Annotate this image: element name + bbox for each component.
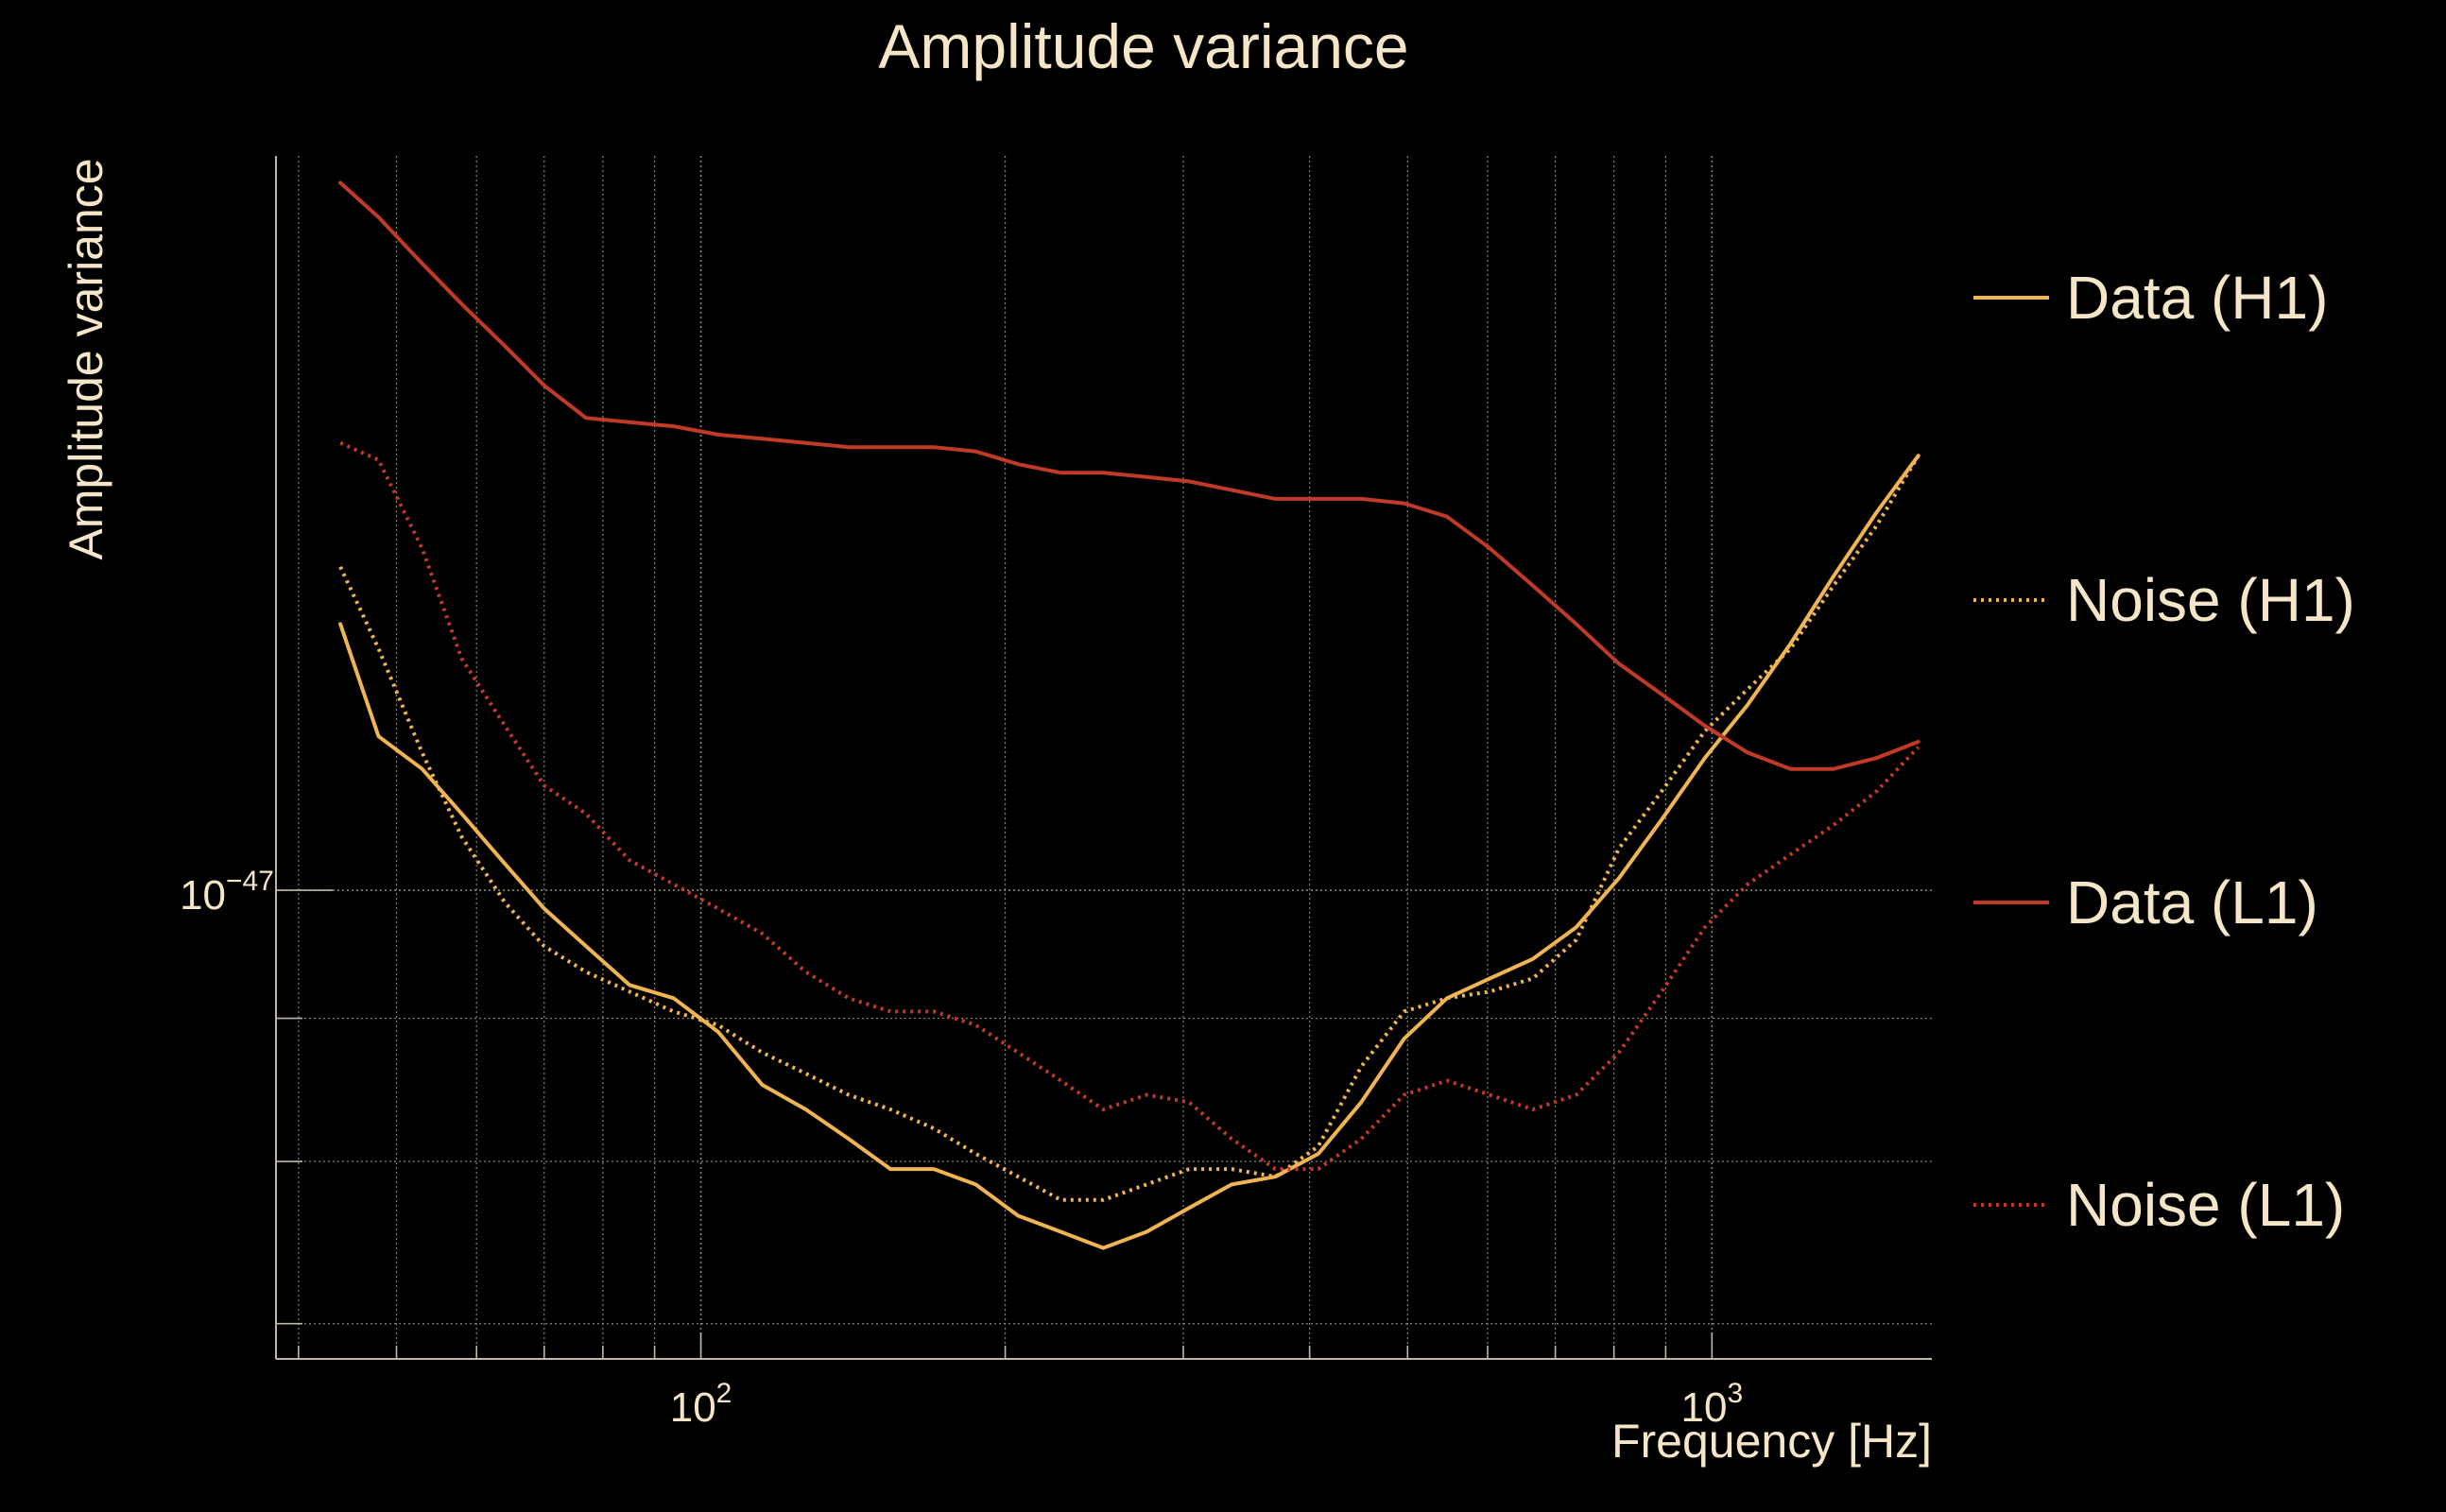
tick-labels: 102 103 10−47: [180, 866, 1743, 1431]
legend-label: Noise (L1): [2066, 1171, 2345, 1239]
x-axis-label: Frequency [Hz]: [1611, 1415, 1932, 1468]
series-line-noise-h1: [338, 455, 1921, 1202]
y-tick-label: 10−47: [180, 866, 274, 919]
series-line-data-l1: [338, 180, 1921, 771]
chart-title: Amplitude variance: [878, 11, 1408, 81]
axes: [275, 156, 1932, 1360]
legend-label: Data (L1): [2066, 868, 2318, 936]
legend-label: Noise (H1): [2066, 566, 2355, 634]
grid: [276, 156, 1932, 1359]
series-line-data-h1: [338, 454, 1921, 1250]
y-axis-label: Amplitude variance: [60, 158, 112, 559]
x-tick-label: 102: [670, 1378, 732, 1431]
x-tick-label: 103: [1681, 1378, 1744, 1431]
series-line-noise-l1: [339, 440, 1921, 1172]
series-lines: [338, 180, 1921, 1250]
legend: Data (H1) Noise (H1) Data (L1) Noise (L1): [1973, 264, 2355, 1239]
legend-label: Data (H1): [2066, 264, 2328, 332]
